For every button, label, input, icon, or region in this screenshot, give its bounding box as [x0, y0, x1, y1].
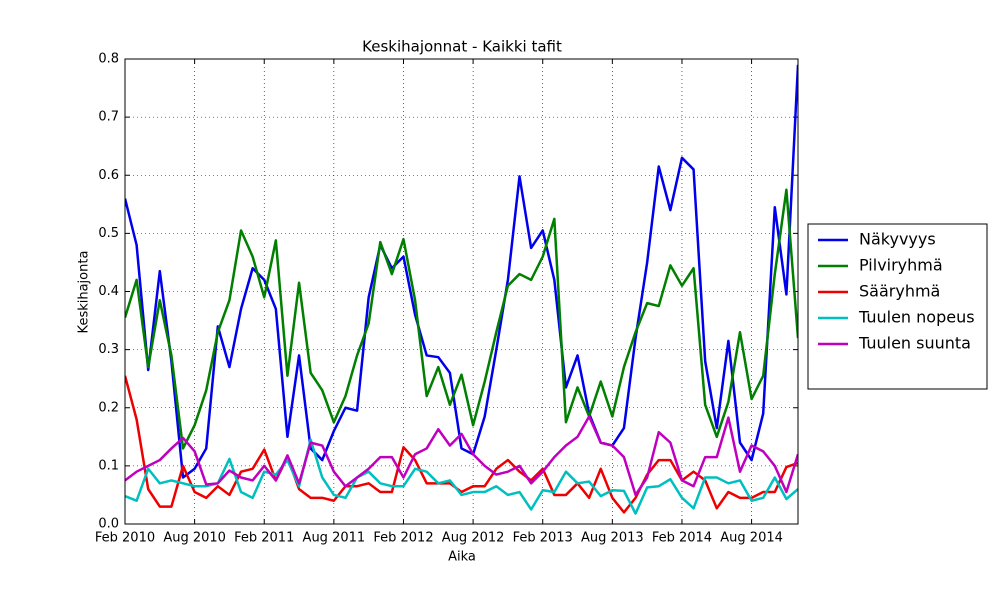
y-tick-label: 0.8: [98, 52, 119, 67]
x-tick-label: Feb 2010: [95, 531, 155, 546]
y-tick-label: 0.4: [98, 284, 119, 299]
y-tick-label: 0.3: [98, 342, 119, 357]
y-tick-label: 0.6: [98, 168, 119, 183]
data-line: [125, 64, 798, 479]
y-tick-label: 0.5: [98, 226, 119, 241]
x-tick-label: Aug 2010: [163, 531, 226, 546]
x-tick-label: Feb 2014: [652, 531, 712, 546]
x-tick-label: Feb 2012: [373, 531, 433, 546]
legend-label: Näkyvyys: [859, 230, 936, 249]
plot-frame: [124, 58, 799, 525]
x-tick-label: Aug 2011: [303, 531, 366, 546]
y-tick-label: 0.2: [98, 400, 119, 415]
x-tick-label: Aug 2014: [720, 531, 783, 546]
legend-box: [807, 223, 988, 390]
data-line: [125, 438, 798, 515]
y-tick-label: 0.1: [98, 458, 119, 473]
x-tick-label: Feb 2011: [234, 531, 294, 546]
legend-label: Pilviryhmä: [859, 256, 943, 275]
x-tick-label: Aug 2012: [442, 531, 505, 546]
legend-label: Tuulen suunta: [858, 334, 971, 353]
y-axis-label: Keskihajonta: [77, 251, 92, 334]
legend-label: Tuulen nopeus: [858, 308, 975, 327]
data-line: [125, 415, 798, 497]
y-tick-label: 0.7: [98, 110, 119, 125]
data-line: [125, 188, 798, 450]
x-axis-label: Aika: [448, 550, 476, 565]
legend-label: Sääryhmä: [859, 282, 940, 301]
x-tick-label: Feb 2013: [513, 531, 573, 546]
y-tick-label: 0.0: [98, 517, 119, 532]
x-tick-label: Aug 2013: [581, 531, 644, 546]
chart-title: Keskihajonnat - Kaikki tafit: [362, 38, 562, 56]
